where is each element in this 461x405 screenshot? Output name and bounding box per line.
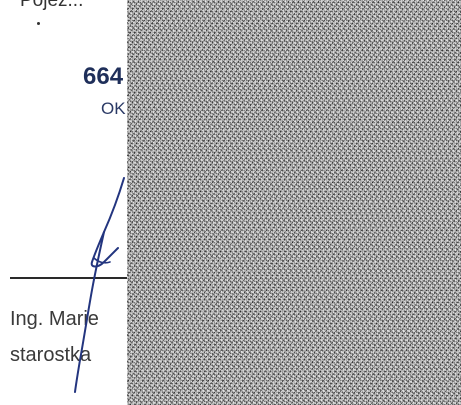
stamp-number-fragment: 664	[83, 63, 124, 90]
stamp-line2-fragment: OK	[101, 99, 126, 118]
redaction-noise-block	[127, 0, 461, 405]
stray-dot	[37, 22, 40, 25]
signature-line	[10, 277, 135, 279]
top-text-fragment: Pojez...	[20, 0, 84, 11]
faint-stamp-mark	[73, 122, 121, 132]
signatory-name-fragment: Ing. Marie	[10, 308, 99, 330]
signatory-title-fragment: starostka	[10, 344, 92, 366]
